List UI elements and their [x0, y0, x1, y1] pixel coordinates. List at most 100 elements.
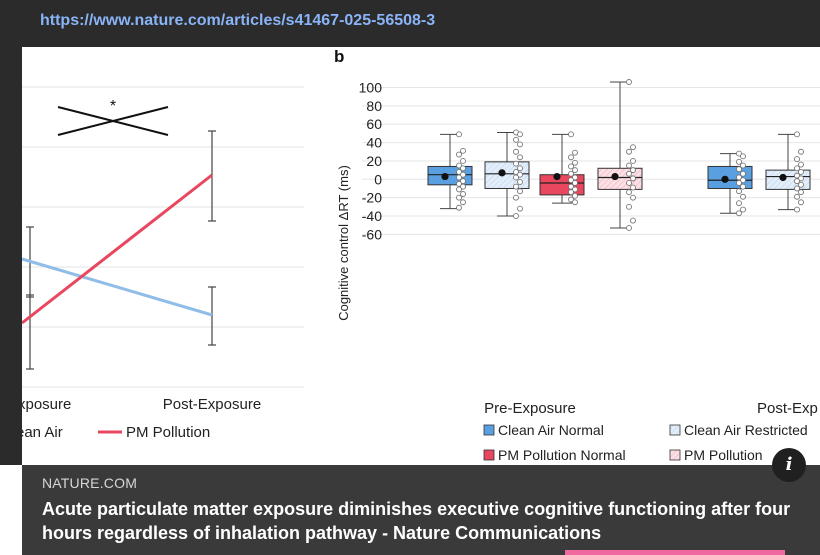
box-pre-exposure-pm-pollution-normal-point — [572, 159, 578, 166]
box-pre-exposure-clean-air-normal-mean — [441, 172, 449, 181]
y-tick-label: -60 — [362, 226, 382, 242]
box-post-exposure-clean-air-restricted-mean — [779, 173, 787, 182]
box-pre-exposure-clean-air-normal-point — [460, 171, 466, 178]
box-pre-exposure-clean-air-normal-point — [456, 151, 462, 158]
box-pre-exposure-clean-air-normal-point — [456, 204, 462, 211]
y-axis-label: Cognitive control ΔRT (ms) — [336, 165, 351, 321]
box-pre-exposure-clean-air-restricted-point — [513, 148, 519, 155]
box-pre-exposure-clean-air-restricted-mean — [498, 169, 506, 177]
box-post-exposure-clean-air-normal-point — [736, 200, 742, 207]
box-pre-exposure-clean-air-normal-point — [460, 178, 466, 185]
box-pre-exposure-pm-pollution-point — [630, 175, 636, 182]
y-tick-label: 20 — [366, 153, 382, 169]
page-url-link[interactable]: https://www.nature.com/articles/s41467-0… — [40, 12, 436, 29]
y-tick-label: 60 — [366, 116, 382, 132]
box-pre-exposure-pm-pollution-point — [630, 167, 636, 174]
box-pre-exposure-clean-air-restricted-point — [513, 169, 519, 175]
box-pre-exposure-pm-pollution-normal-point — [568, 154, 574, 161]
y-tick-label: -20 — [362, 190, 382, 206]
box-pre-exposure-pm-pollution-normal-point — [568, 196, 574, 203]
box-pre-exposure-clean-air-normal-point — [460, 147, 466, 154]
legend-clean-air-restricted-swatch — [669, 424, 681, 436]
box-pre-exposure-pm-pollution-point — [626, 148, 632, 155]
box-pre-exposure-clean-air-normal-point — [456, 186, 462, 193]
y-tick-label: 40 — [366, 135, 382, 151]
box-post-exposure-clean-air-normal-point — [736, 174, 742, 181]
box-pre-exposure-pm-pollution-point — [626, 162, 632, 169]
box-pre-exposure-pm-pollution-point — [626, 180, 632, 186]
box-pre-exposure-clean-air-restricted-point — [517, 179, 523, 186]
box-post-exposure-clean-air-normal-point — [740, 206, 746, 213]
box-pre-exposure-pm-pollution-normal-point — [568, 163, 574, 170]
box-pre-exposure-clean-air-restricted-point — [517, 131, 523, 138]
box-pre-exposure-clean-air-normal-point — [460, 157, 466, 164]
legend-label-clean-air: ean Air — [22, 424, 63, 441]
box-pre-exposure-clean-air-restricted-point — [517, 154, 523, 161]
panel-a-line-chart: * xposure Post-Exposure ean Air PM Pollution — [22, 86, 304, 441]
info-icon[interactable]: i — [772, 448, 806, 482]
box-post-exposure-clean-air-normal-point — [736, 188, 742, 195]
box-post-exposure-clean-air-normal-point — [736, 180, 742, 186]
box-post-exposure-clean-air-restricted-point — [798, 161, 804, 168]
box-pre-exposure-clean-air-restricted-point — [517, 165, 523, 172]
box-pre-exposure-clean-air-restricted-point — [517, 205, 523, 212]
box-pre-exposure-clean-air-restricted-point — [517, 188, 523, 195]
legend-label-pm-pollution: PM Pollution — [126, 424, 210, 441]
figure-svg: * xposure Post-Exposure ean Air PM Pollution… — [22, 47, 820, 463]
box-pre-exposure-pm-pollution-normal-point — [572, 186, 578, 193]
box-pre-exposure-pm-pollution-normal-point — [568, 170, 574, 177]
legend-clean-air-normal-label: Clean Air Normal — [498, 422, 604, 438]
significance-line — [57, 106, 169, 136]
box-post-exposure-clean-air-restricted-point — [798, 169, 804, 175]
box-post-exposure-clean-air-normal-mean — [721, 175, 729, 183]
box-pre-exposure-clean-air-normal-point — [456, 131, 462, 138]
box-post-exposure-clean-air-restricted-point — [798, 199, 804, 206]
box-pre-exposure-clean-air-restricted-point — [513, 183, 519, 190]
y-tick-label: -40 — [362, 208, 382, 224]
series-line-pm-pollution — [22, 173, 213, 325]
box-post-exposure-clean-air-normal-point — [740, 162, 746, 169]
y-tick-label: 100 — [359, 80, 383, 96]
y-tick-label: 80 — [366, 98, 382, 114]
y-tick-label: 0 — [374, 171, 382, 187]
x-tick-label: Post-Exposure — [163, 396, 261, 413]
source-domain: NATURE.COM — [42, 475, 138, 491]
box-pre-exposure-pm-pollution-point — [630, 184, 636, 191]
url-bar: https://www.nature.com/articles/s41467-0… — [0, 0, 820, 47]
box-pre-exposure-pm-pollution-normal-point — [572, 192, 578, 199]
box-pre-exposure-pm-pollution-point — [626, 225, 632, 231]
box-post-exposure-clean-air-restricted-point — [794, 185, 800, 192]
box-pre-exposure-clean-air-normal-point — [456, 180, 462, 187]
box-pre-exposure-pm-pollution-normal-point — [572, 199, 578, 206]
box-post-exposure-clean-air-restricted-point — [794, 131, 800, 138]
box-pre-exposure-pm-pollution-point — [630, 194, 636, 201]
legend-clean-air-normal-swatch — [483, 424, 495, 436]
box-post-exposure-clean-air-normal-point — [736, 166, 742, 173]
legend-pm-pollution-label: PM Pollution — [684, 447, 763, 463]
box-pre-exposure-clean-air-normal-point — [456, 162, 462, 169]
box-pre-exposure-pm-pollution-point — [626, 170, 632, 177]
box-post-exposure-clean-air-normal-point — [736, 150, 742, 157]
box-pre-exposure-pm-pollution-point — [626, 203, 632, 210]
group-label-pre-exposure: Pre-Exposure — [484, 400, 576, 417]
box-pre-exposure-pm-pollution-point — [630, 144, 636, 151]
figure-image: * xposure Post-Exposure ean Air PM Pollution… — [22, 47, 820, 465]
box-pre-exposure-clean-air-restricted-point — [517, 141, 523, 148]
group-label-post-exposure: Post-Exp — [757, 400, 818, 417]
link-preview-caption[interactable]: NATURE.COM Acute particulate matter expo… — [22, 465, 820, 555]
box-pre-exposure-clean-air-restricted-point — [513, 136, 519, 143]
box-post-exposure-clean-air-restricted-point — [794, 178, 800, 185]
article-title[interactable]: Acute particulate matter exposure dimini… — [42, 499, 791, 543]
box-pre-exposure-pm-pollution-normal-point — [572, 180, 578, 186]
background-edge — [565, 550, 785, 555]
x-tick-label: xposure — [22, 396, 71, 413]
box-pre-exposure-pm-pollution-normal-point — [572, 167, 578, 174]
box-pre-exposure-pm-pollution-normal-point — [568, 189, 574, 196]
box-pre-exposure-clean-air-normal-point — [460, 191, 466, 197]
box-post-exposure-clean-air-normal-point — [740, 183, 746, 190]
box-pre-exposure-pm-pollution-normal-point — [572, 149, 578, 156]
box-pre-exposure-pm-pollution-mean — [611, 172, 619, 181]
box-post-exposure-clean-air-restricted-point — [794, 206, 800, 213]
box-pre-exposure-pm-pollution-normal-point — [568, 131, 574, 138]
box-pre-exposure-pm-pollution-normal-point — [572, 174, 578, 181]
